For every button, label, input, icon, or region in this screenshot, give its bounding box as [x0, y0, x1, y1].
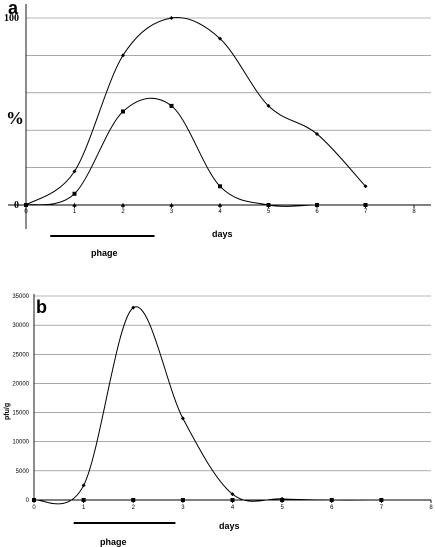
panel-a-triangle-point	[363, 202, 368, 207]
panel-a-triangle-point	[314, 202, 320, 207]
panel-b-diamond-point	[180, 416, 185, 421]
panel-b-y-tick-label: 0	[26, 498, 30, 504]
panel-a-x-tick-label: 8	[412, 209, 416, 215]
panel-a-triangle-point	[72, 202, 77, 207]
panel-b-y-axis-label: pfu/g	[4, 403, 11, 420]
panel-a-square-point	[169, 103, 174, 108]
panel-a-x-tick-label: 7	[364, 209, 368, 215]
panel-a-triangle-point	[217, 202, 223, 207]
panel-b-x-tick-labels: 0 1 2 3 4 5 6 7 8	[32, 505, 433, 511]
panel-a-diamond-point	[315, 131, 319, 136]
panel-a-diamond-point	[72, 169, 77, 174]
panel-b-y-tick-label: 10000	[12, 440, 29, 446]
panel-b-diamond-point	[131, 305, 136, 310]
panel-b-y-tick-label: 35000	[12, 294, 29, 300]
panel-b: b 0 5000 10000 15000 20000 25000 30000 35000 pf…	[4, 294, 433, 547]
panel-b-phage-label: phage	[100, 537, 127, 547]
panel-a-y-axis-label: %	[6, 108, 24, 128]
panel-a-x-axis-label: days	[212, 229, 233, 239]
panel-b-x-tick-label: 7	[380, 505, 384, 511]
panel-b-series	[32, 305, 384, 505]
panel-a-x-tick-label: 3	[170, 209, 174, 215]
panel-b-y-tick-label: 5000	[16, 469, 30, 475]
panel-a-x-tick-label: 2	[121, 209, 125, 215]
panel-b-x-tick-label: 5	[280, 505, 284, 511]
panel-a: a 0 100 % 0 1 2 3 4 5 6 7 8 days phage	[4, 0, 431, 258]
panel-a-letter: a	[8, 0, 19, 18]
panel-a-x-tick-label: 1	[73, 209, 77, 215]
panel-a-x-tick-label: 5	[267, 209, 271, 215]
panel-a-gridlines	[26, 17, 431, 168]
panel-b-x-tick-label: 0	[32, 505, 36, 511]
panel-a-y-tick-label: 100	[4, 13, 19, 24]
panel-a-triangle-point	[120, 202, 126, 207]
panel-b-diamond-point	[230, 492, 235, 497]
panel-a-square-point	[218, 184, 222, 189]
panel-b-square-point	[280, 498, 285, 502]
panel-b-y-tick-label: 25000	[12, 352, 29, 358]
panel-b-y-tick-label: 20000	[12, 381, 29, 387]
panel-b-gridlines	[34, 295, 431, 472]
panel-a-x-tick-label: 6	[315, 209, 319, 215]
panel-b-square-point	[32, 498, 36, 502]
panel-a-y-tick-label: 0	[14, 200, 19, 211]
panel-a-triangle-point	[169, 202, 174, 207]
panel-a-diamond-point	[363, 184, 368, 189]
panel-a-series	[23, 16, 368, 207]
panel-a-y-tick-labels: 0 100	[4, 13, 19, 211]
panel-a-series-square-line	[25, 97, 366, 207]
panel-b-series-diamond-line	[33, 306, 382, 505]
panel-b-y-tick-labels: 0 5000 10000 15000 20000 25000 30000 35000	[12, 294, 29, 504]
panel-a-series-diamond-line	[25, 16, 366, 206]
panel-b-x-tick-label: 1	[82, 505, 86, 511]
panel-b-x-tick-label: 4	[231, 505, 235, 511]
panel-b-y-tick-label: 30000	[12, 323, 29, 329]
panel-a-phage-label: phage	[91, 248, 118, 258]
panel-b-letter: b	[36, 297, 47, 317]
panel-b-x-tick-label: 6	[330, 505, 334, 511]
panel-a-x-tick-label: 4	[218, 209, 222, 215]
panel-b-x-tick-label: 8	[429, 505, 433, 511]
panel-a-diamond-point	[266, 103, 271, 108]
panel-a-diamond-point	[218, 36, 222, 41]
panel-b-diamond-point	[81, 483, 86, 488]
panel-b-square-point	[131, 498, 136, 502]
panel-b-square-point	[230, 498, 235, 502]
panel-a-x-tick-label: 0	[24, 209, 28, 215]
panel-a-triangle-point	[23, 202, 29, 207]
panel-b-square-point	[329, 498, 334, 502]
panel-a-x-tick-labels: 0 1 2 3 4 5 6 7 8	[24, 209, 416, 215]
panel-b-x-axis-label: days	[219, 521, 240, 531]
panel-a-triangle-point	[266, 202, 271, 207]
panel-a-diamond-point	[121, 53, 125, 58]
panel-b-square-point	[379, 498, 384, 502]
panel-a-diamond-point	[169, 16, 174, 20]
panel-a-square-point	[121, 109, 125, 114]
panel-b-x-tick-label: 2	[132, 505, 136, 511]
panel-b-square-point	[180, 498, 185, 502]
panel-b-y-tick-label: 15000	[12, 411, 29, 417]
panel-b-x-tick-label: 3	[181, 505, 185, 511]
panel-a-square-point	[72, 191, 77, 196]
panel-b-square-point	[81, 498, 86, 502]
